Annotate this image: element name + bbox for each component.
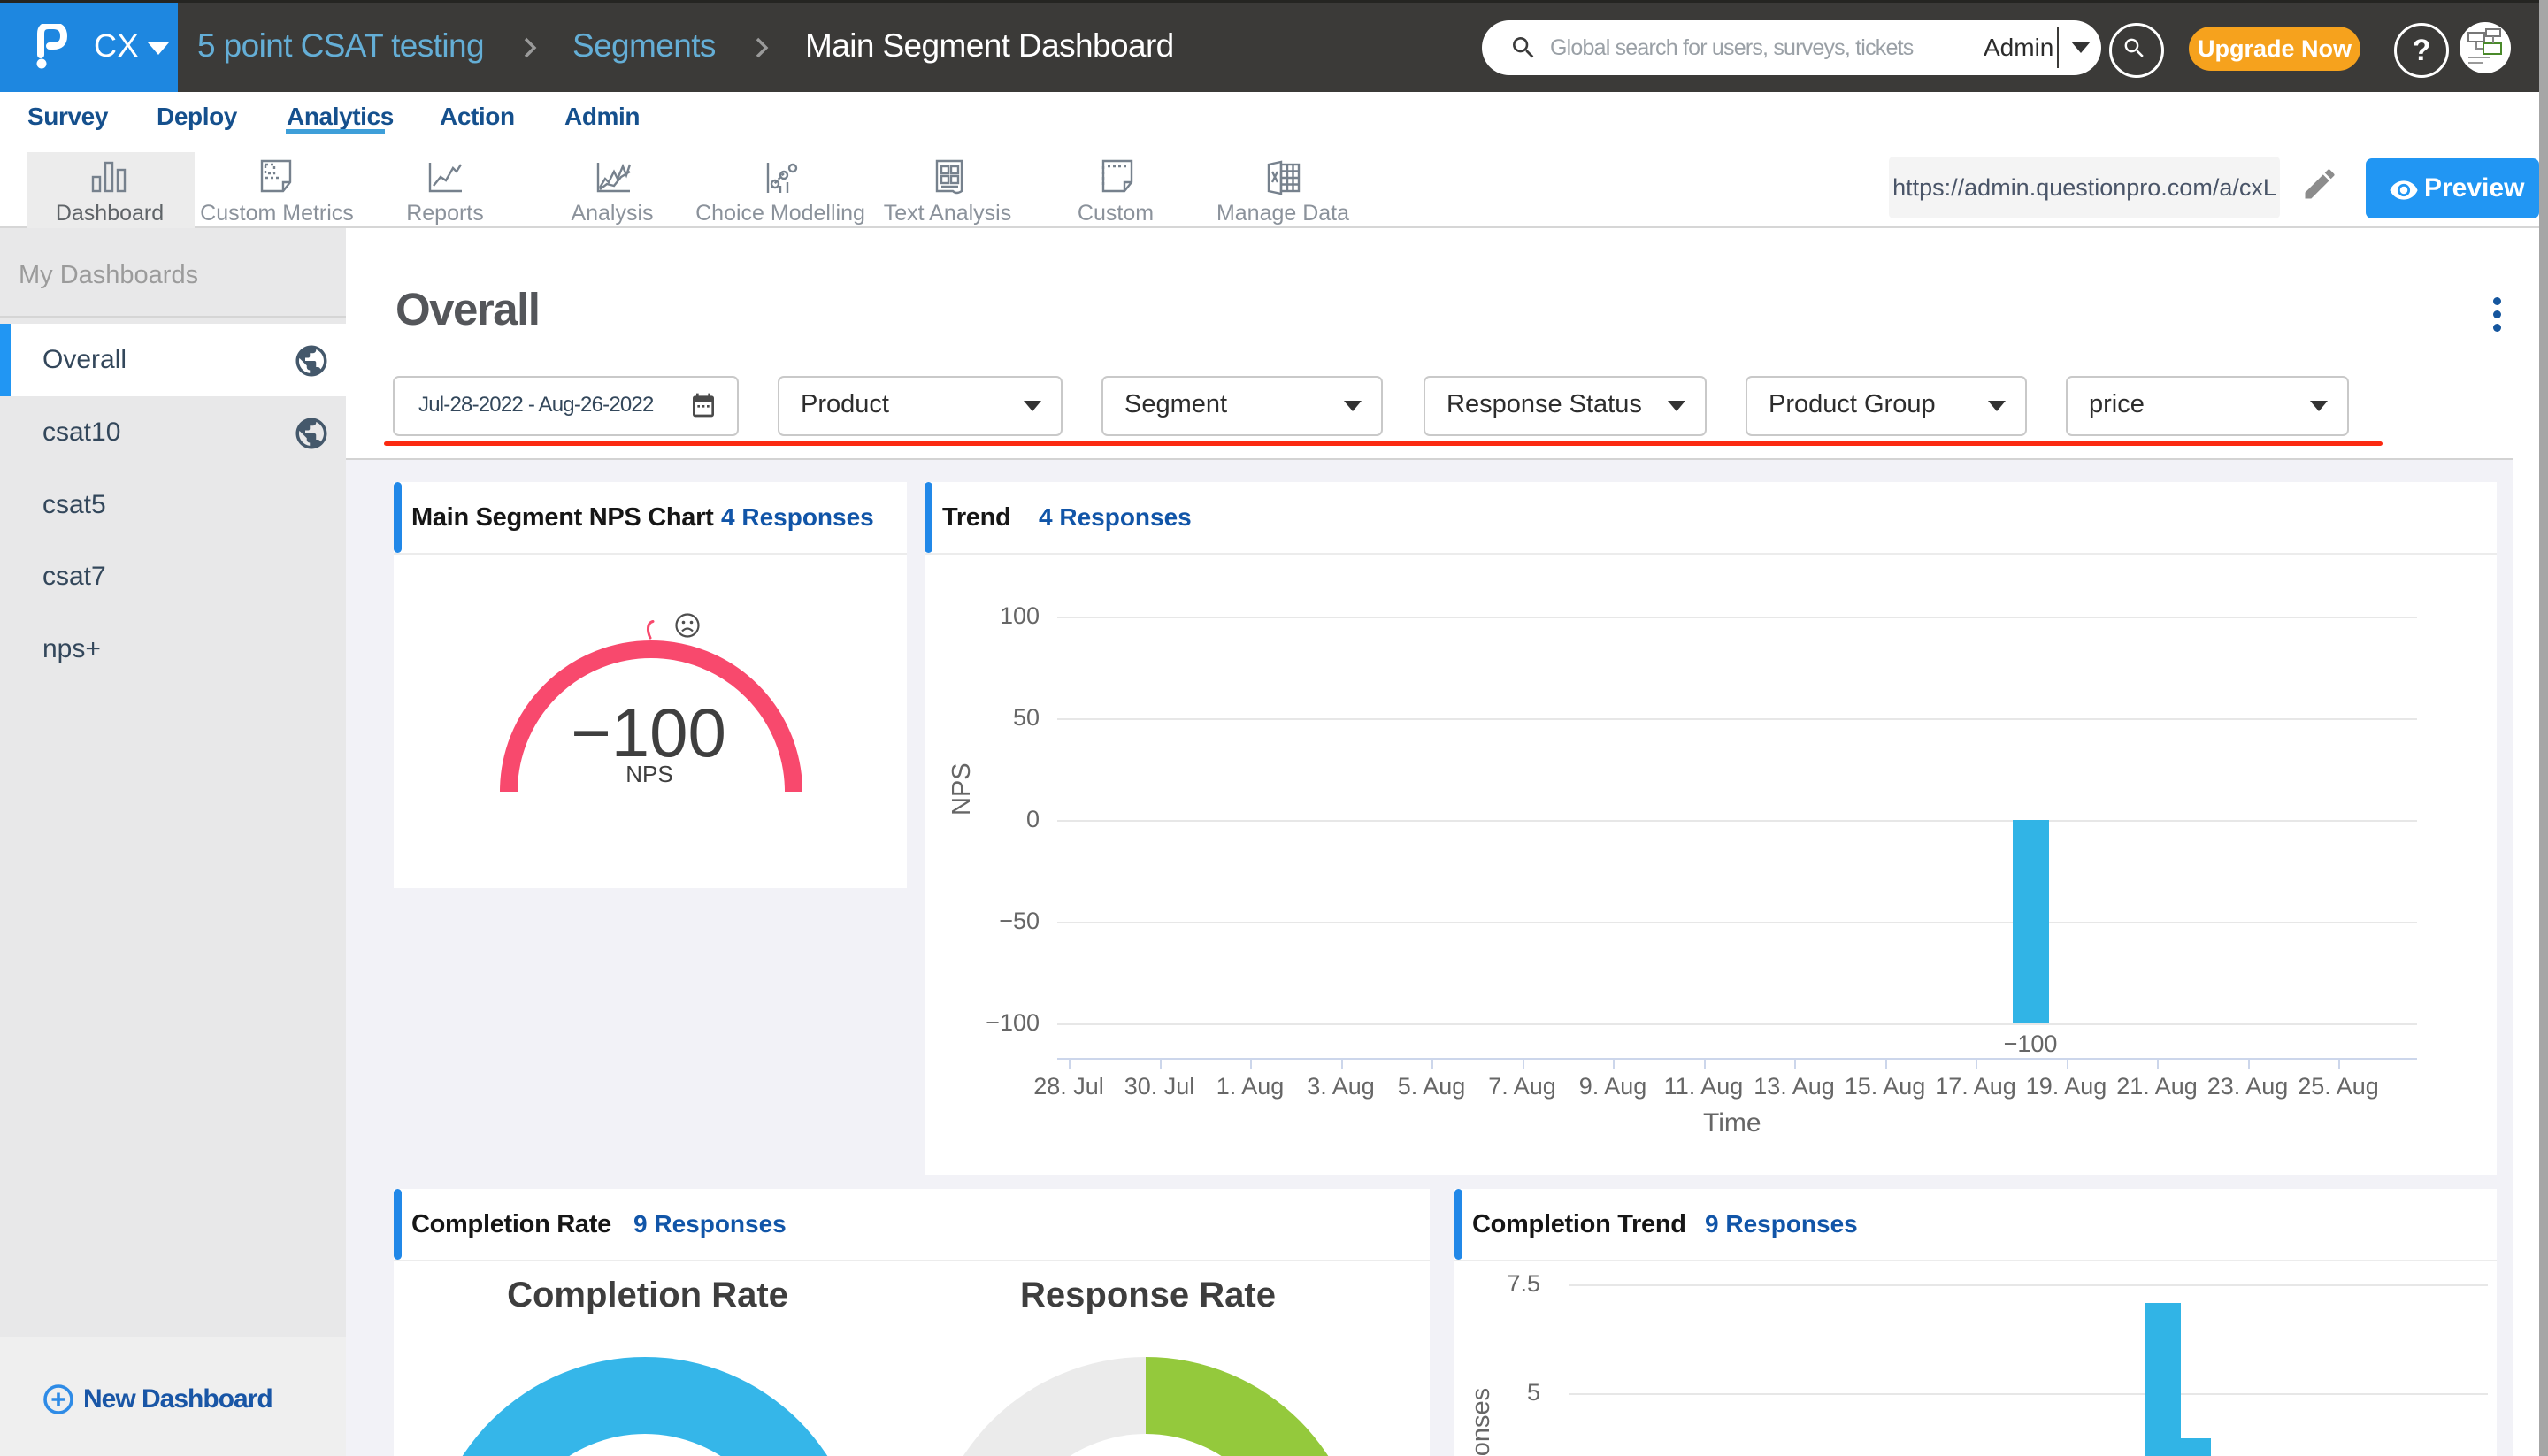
svg-text:NPS: NPS	[625, 761, 672, 787]
svg-text:−100: −100	[571, 694, 726, 771]
